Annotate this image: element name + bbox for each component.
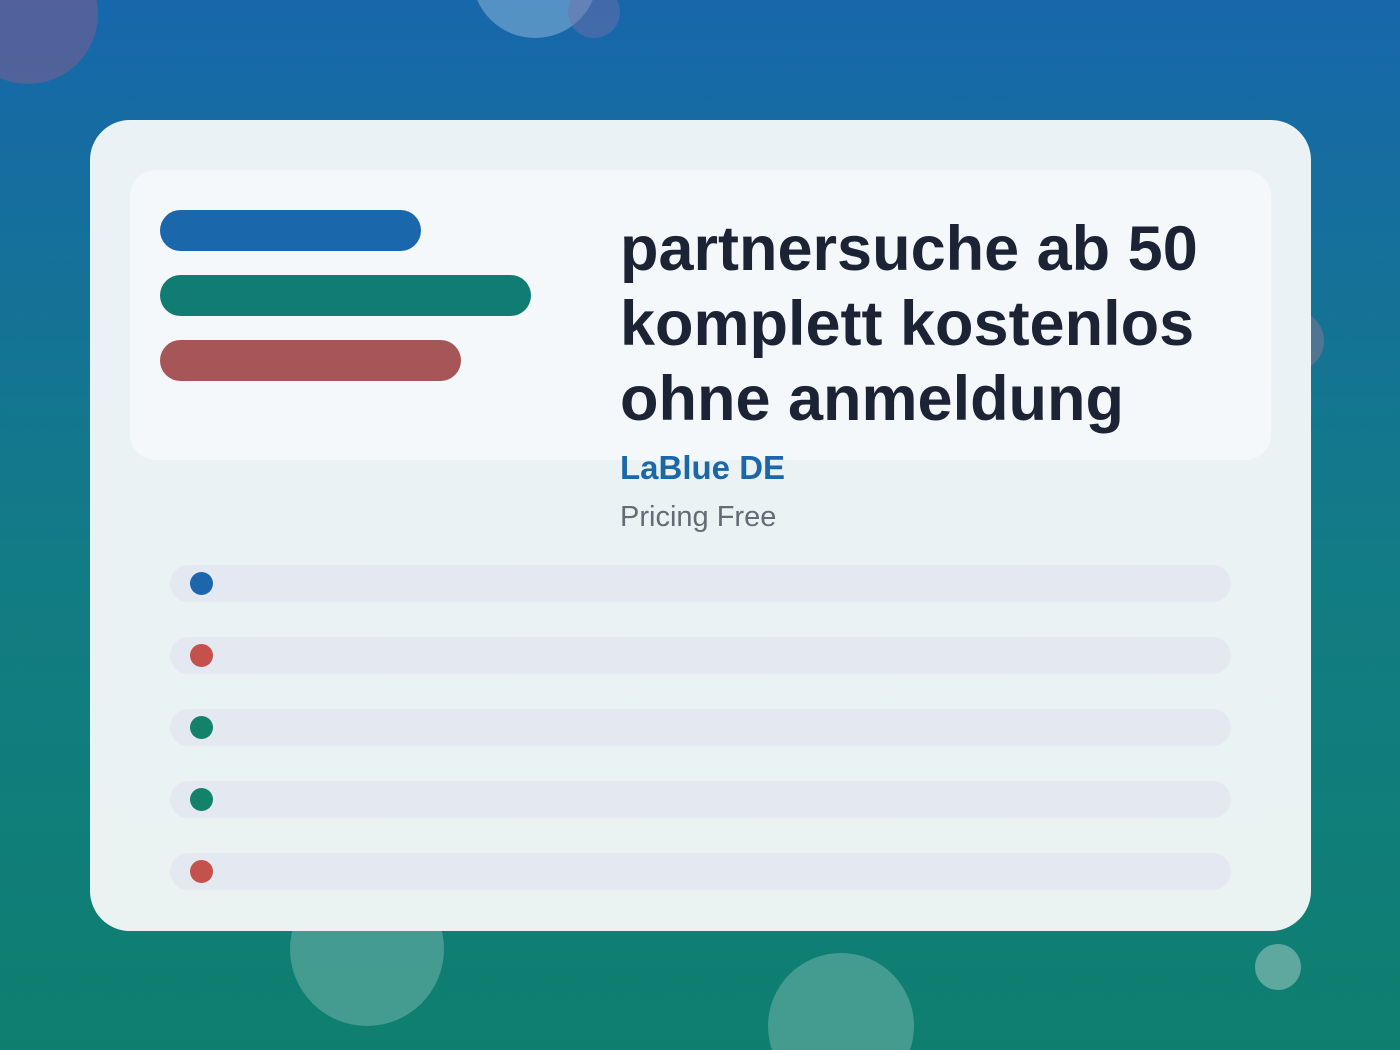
list-item (170, 565, 1231, 602)
bullet-dot-icon (190, 788, 213, 811)
list-item (170, 853, 1231, 890)
decorative-bubble (568, 0, 620, 38)
list-item (170, 781, 1231, 818)
list-item (170, 637, 1231, 674)
placeholder-bar-blue (160, 210, 421, 251)
feature-list (170, 565, 1231, 925)
decorative-bubble (1255, 944, 1301, 990)
bullet-dot-icon (190, 860, 213, 883)
bullet-dot-icon (190, 644, 213, 667)
pricing-label: Pricing Free (620, 501, 777, 533)
page-title: partnersuche ab 50 komplett kostenlos oh… (620, 214, 1198, 434)
main-card: partnersuche ab 50 komplett kostenlos oh… (90, 120, 1311, 931)
brand-name: LaBlue DE (620, 449, 786, 486)
decorative-bubble (768, 953, 914, 1050)
bullet-dot-icon (190, 716, 213, 739)
placeholder-bar-red (160, 340, 461, 381)
decorative-bubble (0, 0, 98, 84)
placeholder-bar-green (160, 275, 531, 316)
bullet-dot-icon (190, 572, 213, 595)
decorative-bubble (472, 0, 598, 38)
list-item (170, 709, 1231, 746)
